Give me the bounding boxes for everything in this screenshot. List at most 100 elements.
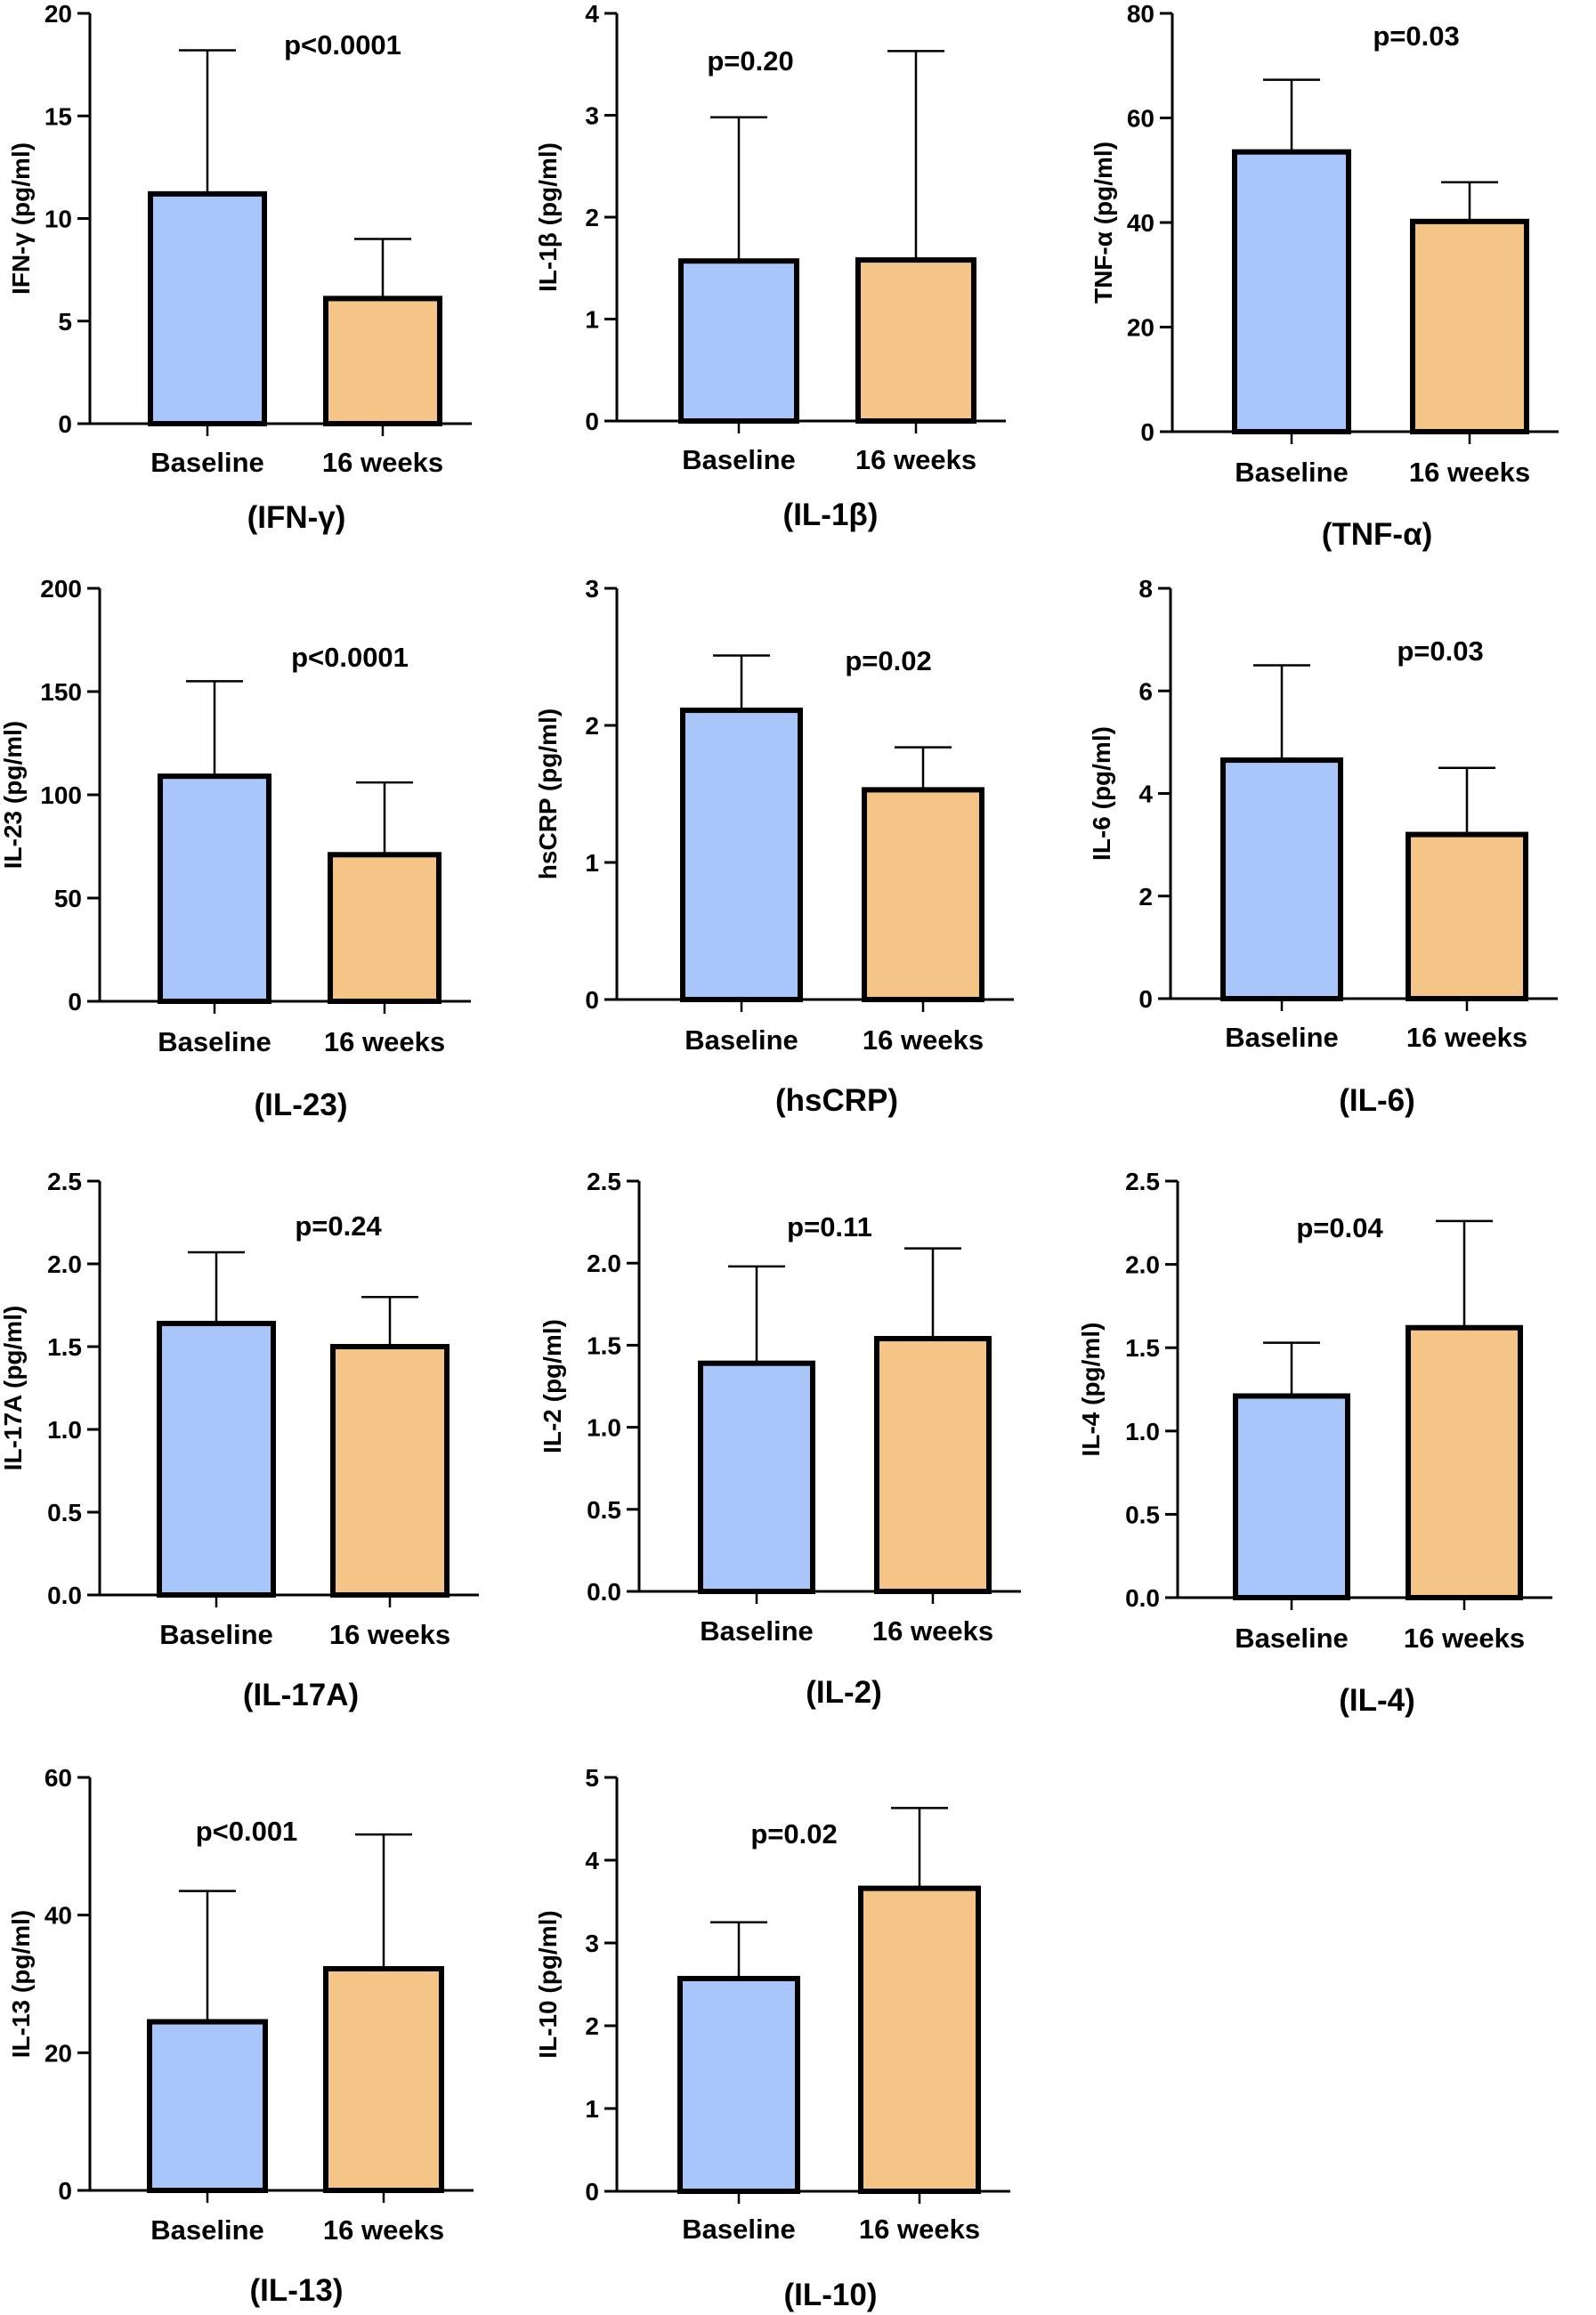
panel-title: (IL-1β)	[783, 498, 879, 532]
y-axis-label: IL-13 (pg/ml)	[7, 1910, 35, 2058]
bar-16-weeks	[330, 1344, 450, 1598]
bar-baseline	[680, 708, 803, 1002]
category-label: Baseline	[158, 1026, 271, 1057]
y-tick-label: 1.0	[587, 1414, 621, 1442]
category-label: 16 weeks	[872, 1615, 993, 1647]
y-tick-label: 3	[585, 575, 599, 603]
panel-title: (IL-6)	[1339, 1083, 1415, 1118]
category-label: 16 weeks	[324, 1026, 445, 1057]
y-tick-label: 1.5	[47, 1333, 82, 1361]
bar-baseline	[148, 190, 267, 426]
p-value-annotation: p<0.0001	[284, 29, 401, 61]
p-value-annotation: p=0.11	[787, 1211, 872, 1242]
bar-baseline	[698, 1360, 815, 1594]
bar-16-weeks	[874, 1336, 992, 1595]
y-tick-label: 2.0	[1125, 1251, 1160, 1279]
category-label: 16 weeks	[1409, 457, 1530, 488]
y-tick-label: 0	[585, 408, 599, 435]
y-tick-label: 1.5	[1125, 1334, 1160, 1362]
panel-title: (IL-10)	[784, 2278, 878, 2312]
y-tick-label: 0	[58, 410, 72, 438]
y-tick-label: 40	[1127, 209, 1154, 237]
y-tick-label: 0.5	[47, 1499, 82, 1526]
y-tick-label: 10	[45, 206, 72, 233]
y-axis-label: IL-17A (pg/ml)	[0, 1306, 27, 1471]
y-axis-label: IL-4 (pg/ml)	[1077, 1323, 1105, 1457]
y-axis-label: IL-2 (pg/ml)	[539, 1319, 566, 1453]
category-label: Baseline	[159, 1619, 273, 1650]
chart-panel-10: Baseline 16 weeks 0 20 40 60 IL-13 (pg/ml) p<0.…	[7, 1764, 474, 2308]
y-tick-label: 0	[1140, 418, 1154, 446]
panel-title: (IFN-γ)	[247, 500, 346, 535]
y-tick-label: 5	[585, 1764, 599, 1792]
chart-panel-4: Baseline 16 weeks 0 50 100 150 200 IL-23 (pg/ml…	[0, 575, 471, 1122]
category-label: 16 weeks	[323, 2214, 444, 2246]
chart-panel-7: Baseline 16 weeks 0.0 0.5 1.0 1.5 2.0 2.5 IL-17A…	[0, 1168, 479, 1712]
y-tick-label: 40	[45, 1902, 72, 1930]
category-label: 16 weeks	[855, 444, 976, 475]
y-tick-label: 150	[40, 678, 82, 706]
bar-16-weeks	[1410, 218, 1529, 434]
chart-panel-5: Baseline 16 weeks 0 1 2 3 hsCRP (pg/ml) p=0.02 (…	[534, 575, 1014, 1118]
panel-title: (IL-23)	[255, 1088, 348, 1122]
y-tick-label: 2.5	[587, 1168, 621, 1195]
category-label: 16 weeks	[1404, 1623, 1525, 1654]
y-tick-label: 0	[585, 986, 599, 1014]
bar-baseline	[158, 773, 271, 1004]
chart-panel-1: Baseline 16 weeks 0 5 10 15 20 IFN-γ (pg/ml) p<0…	[7, 0, 472, 535]
y-tick-label: 80	[1127, 0, 1154, 28]
y-tick-label: 20	[45, 0, 72, 28]
chart-panel-3: Baseline 16 weeks 0 20 40 60 80 TNF-α (pg/ml) p=…	[1090, 0, 1559, 552]
y-tick-label: 0.5	[587, 1496, 621, 1524]
category-label: Baseline	[1235, 1623, 1349, 1654]
p-value-annotation: p=0.02	[750, 1818, 837, 1850]
p-value-annotation: p=0.20	[707, 45, 793, 77]
y-axis-label: hsCRP (pg/ml)	[534, 708, 562, 879]
y-tick-label: 2	[585, 712, 599, 740]
bar-baseline	[677, 1975, 800, 2194]
bar-16-weeks	[1406, 1324, 1523, 1600]
y-tick-label: 2.5	[1125, 1168, 1160, 1195]
y-tick-label: 4	[585, 0, 599, 28]
y-tick-label: 0	[68, 988, 82, 1016]
y-tick-label: 50	[54, 885, 82, 912]
y-tick-label: 0.5	[1125, 1501, 1160, 1528]
y-tick-label: 1	[585, 849, 599, 877]
y-tick-label: 2.0	[587, 1250, 621, 1277]
chart-panel-11: Baseline 16 weeks 0 1 2 3 4 5 IL-10 (pg/ml) p=0.0…	[534, 1764, 1010, 2312]
p-value-annotation: p<0.001	[196, 1816, 298, 1847]
bar-baseline	[1220, 757, 1343, 1001]
y-tick-label: 6	[1138, 677, 1153, 705]
panel-title: (IL-17A)	[243, 1678, 359, 1712]
category-label: 16 weeks	[329, 1619, 450, 1650]
chart-panel-2: Baseline 16 weeks 0 1 2 3 4 IL-1β (pg/ml) p=0.20…	[534, 0, 1006, 532]
y-tick-label: 1	[585, 2095, 599, 2123]
panel-title: (IL-13)	[250, 2273, 344, 2308]
y-tick-label: 5	[58, 308, 72, 336]
y-tick-label: 0.0	[587, 1578, 621, 1606]
category-label: 16 weeks	[1406, 1022, 1527, 1053]
panel-title: (IL-2)	[806, 1675, 882, 1710]
y-tick-label: 60	[1127, 105, 1154, 133]
y-tick-label: 0	[58, 2177, 72, 2205]
category-label: 16 weeks	[859, 2214, 980, 2245]
y-tick-label: 2	[585, 2012, 599, 2040]
y-tick-label: 100	[40, 781, 82, 809]
category-label: Baseline	[1235, 457, 1349, 488]
y-axis-label: TNF-α (pg/ml)	[1090, 142, 1117, 304]
bar-16-weeks	[323, 295, 442, 426]
chart-panel-6: Baseline 16 weeks 0 2 4 6 8 IL-6 (pg/ml) p=0.03 (…	[1088, 575, 1558, 1118]
y-tick-label: 2.5	[47, 1168, 82, 1195]
y-tick-label: 8	[1138, 575, 1153, 603]
y-tick-label: 4	[585, 1847, 599, 1874]
y-tick-label: 4	[1138, 781, 1153, 808]
y-axis-label: IL-6 (pg/ml)	[1088, 726, 1115, 861]
category-label: 16 weeks	[863, 1024, 984, 1056]
bar-16-weeks	[1406, 831, 1528, 1001]
category-label: Baseline	[685, 1024, 798, 1056]
p-value-annotation: p<0.0001	[291, 642, 409, 673]
bar-16-weeks	[862, 787, 984, 1002]
category-label: Baseline	[682, 444, 796, 475]
category-label: Baseline	[1225, 1022, 1339, 1053]
bar-baseline	[1232, 149, 1351, 434]
